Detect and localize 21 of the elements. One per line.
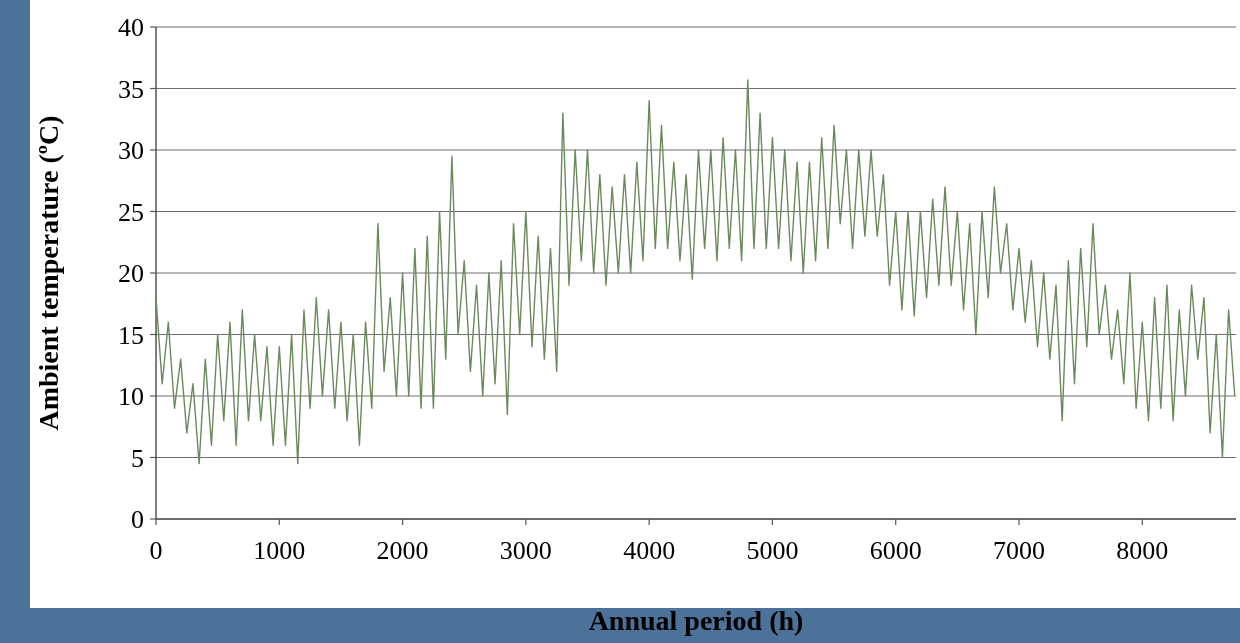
x-tick-label: 3000 bbox=[499, 536, 552, 565]
x-tick-label: 6000 bbox=[869, 536, 922, 565]
x-tick-label: 2000 bbox=[376, 536, 429, 565]
y-tick-label: 30 bbox=[118, 136, 144, 166]
y-tick-label: 40 bbox=[118, 13, 144, 43]
x-tick-label: 0 bbox=[149, 536, 163, 565]
x-tick-label: 5000 bbox=[746, 536, 799, 565]
y-tick-label: 25 bbox=[118, 197, 144, 227]
y-tick-label: 15 bbox=[118, 320, 144, 350]
x-axis-title: Annual period (h) bbox=[588, 605, 804, 636]
x-tick-label: 8000 bbox=[1116, 536, 1169, 565]
y-tick-label: 5 bbox=[131, 443, 144, 473]
x-tick-label: 4000 bbox=[623, 536, 676, 565]
x-tick-label: 7000 bbox=[993, 536, 1046, 565]
line-series bbox=[155, 79, 1236, 465]
y-tick-label: 0 bbox=[131, 505, 144, 535]
y-axis-title: Ambient temperature (ºC) bbox=[33, 115, 64, 431]
y-tick-label: 35 bbox=[118, 74, 144, 104]
y-tick-label: 10 bbox=[118, 382, 144, 412]
x-tick-label: 1000 bbox=[253, 536, 306, 565]
y-tick-label: 20 bbox=[118, 259, 144, 289]
